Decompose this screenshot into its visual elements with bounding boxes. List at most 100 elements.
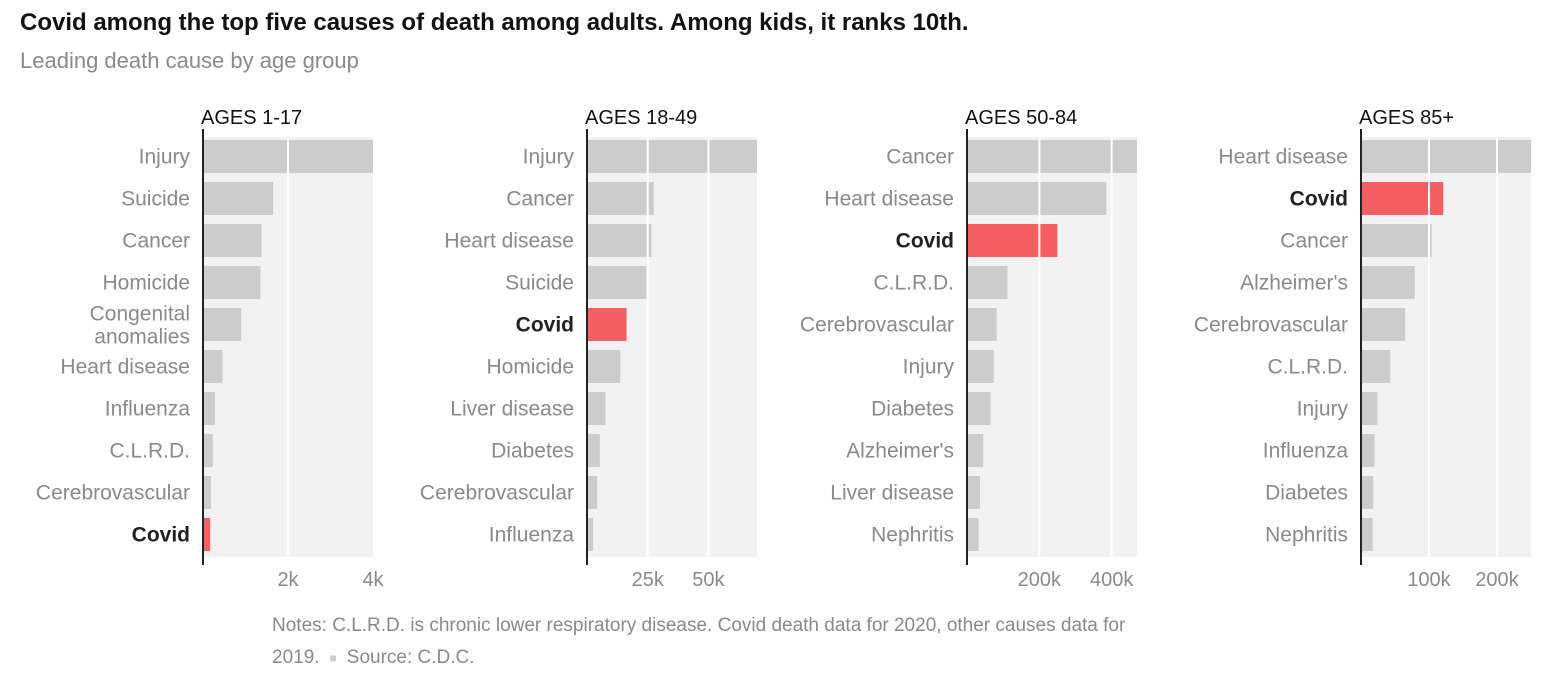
category-label: Alzheimer's (1240, 272, 1348, 295)
bar-cerebrovascular (203, 476, 212, 509)
bar-influenza (203, 392, 215, 425)
bar-covid (967, 224, 1058, 257)
category-label: Liver disease (830, 482, 954, 505)
bar-heart-disease (1361, 140, 1531, 173)
category-label: Cancer (1280, 230, 1348, 253)
bar-diabetes (1361, 476, 1374, 509)
separator-icon: ■ (329, 651, 337, 665)
bar-influenza (587, 518, 594, 551)
panel-title: AGES 18-49 (585, 107, 697, 129)
bar-influenza (1361, 434, 1375, 467)
category-label: Heart disease (824, 188, 954, 211)
category-label: Heart disease (1218, 146, 1348, 169)
bar-c-l-r-d (203, 434, 213, 467)
bar-nephritis (967, 518, 979, 551)
category-label: Covid (896, 230, 954, 253)
category-label: Covid (516, 314, 574, 337)
category-label: Diabetes (1265, 482, 1348, 505)
tick-label: 400k (1090, 569, 1134, 591)
bar-heart-disease (967, 182, 1107, 215)
category-label: Suicide (121, 188, 190, 211)
category-label: Injury (139, 146, 191, 169)
bar-injury (587, 140, 757, 173)
panel-ages-50-84: AGES 50-84 Cancer Heart disease Covid C.L.R.… (800, 107, 1137, 591)
category-label: Nephritis (871, 524, 954, 547)
category-label: Cerebrovascular (36, 482, 190, 505)
category-label: Homicide (102, 272, 190, 295)
category-label: C.L.R.D. (1267, 356, 1348, 379)
bar-diabetes (587, 434, 600, 467)
bar-injury (967, 350, 994, 383)
category-label: Cerebrovascular (1194, 314, 1348, 337)
category-label: Influenza (105, 398, 191, 421)
bar-homicide (203, 266, 261, 299)
bar-cancer (967, 140, 1137, 173)
small-multiples-chart: AGES 1-17 Injury Suicide Cancer Homicide Cong… (36, 107, 1531, 591)
bar-injury (1361, 392, 1378, 425)
chart-title: Covid among the top five causes of death… (20, 9, 969, 36)
category-label: Influenza (489, 524, 575, 547)
source-text: Source: C.D.C. (346, 647, 475, 669)
category-label: Cancer (506, 188, 574, 211)
bar-liver-disease (967, 476, 981, 509)
bar-alzheimer-s (1361, 266, 1415, 299)
chart-notes: Notes: C.L.R.D. is chronic lower respira… (272, 610, 1232, 674)
bar-cancer (1361, 224, 1432, 257)
tick-label: 25k (632, 569, 665, 591)
bar-suicide (587, 266, 647, 299)
category-label: Cerebrovascular (800, 314, 954, 337)
category-label: Cancer (886, 146, 954, 169)
bar-cerebrovascular (1361, 308, 1406, 341)
category-label: Congenital anomalies (90, 303, 190, 349)
category-label: Influenza (1263, 440, 1349, 463)
category-label: Injury (523, 146, 575, 169)
bar-c-l-r-d (967, 266, 1008, 299)
panel-title: AGES 1-17 (201, 107, 302, 129)
bar-suicide (203, 182, 274, 215)
category-label: Injury (903, 356, 955, 379)
chart-subtitle: Leading death cause by age group (20, 48, 359, 73)
notes-text: Notes: C.L.R.D. is chronic lower respira… (272, 615, 1126, 669)
category-label: Nephritis (1265, 524, 1348, 547)
bar-congenital-anomalies (203, 308, 242, 341)
bar-covid (203, 518, 211, 551)
bar-diabetes (967, 392, 991, 425)
tick-label: 50k (692, 569, 725, 591)
panel-ages-18-49: AGES 18-49 Injury Cancer Heart disease Suici… (420, 107, 757, 591)
category-label: Homicide (486, 356, 574, 379)
category-label: Cerebrovascular (420, 482, 574, 505)
bar-covid (1361, 182, 1444, 215)
panel-ages-1-17: AGES 1-17 Injury Suicide Cancer Homicide Cong… (36, 107, 385, 591)
category-label: Liver disease (450, 398, 574, 421)
bar-alzheimer-s (967, 434, 984, 467)
bar-cerebrovascular (587, 476, 598, 509)
bar-heart-disease (203, 350, 223, 383)
bar-homicide (587, 350, 621, 383)
bar-liver-disease (587, 392, 606, 425)
bar-cerebrovascular (967, 308, 997, 341)
category-label: Diabetes (491, 440, 574, 463)
bar-nephritis (1361, 518, 1373, 551)
bar-heart-disease (587, 224, 652, 257)
category-label: Heart disease (60, 356, 190, 379)
category-label: C.L.R.D. (873, 272, 954, 295)
category-label: Covid (1290, 188, 1348, 211)
panel-ages-85: AGES 85+ Heart disease Covid Cancer Alzheime… (1194, 107, 1531, 591)
bar-c-l-r-d (1361, 350, 1391, 383)
category-label: C.L.R.D. (109, 440, 190, 463)
category-label: Alzheimer's (846, 440, 954, 463)
bar-cancer (587, 182, 654, 215)
bar-cancer (203, 224, 262, 257)
category-label: Covid (132, 524, 190, 547)
category-label: Heart disease (444, 230, 574, 253)
tick-label: 2k (277, 569, 299, 591)
tick-label: 4k (362, 569, 384, 591)
tick-label: 100k (1407, 569, 1451, 591)
panel-title: AGES 50-84 (965, 107, 1077, 129)
bar-covid (587, 308, 627, 341)
category-label: Suicide (505, 272, 574, 295)
category-label: Cancer (122, 230, 190, 253)
category-label: Injury (1297, 398, 1349, 421)
panel-title: AGES 85+ (1359, 107, 1454, 129)
category-label: Diabetes (871, 398, 954, 421)
